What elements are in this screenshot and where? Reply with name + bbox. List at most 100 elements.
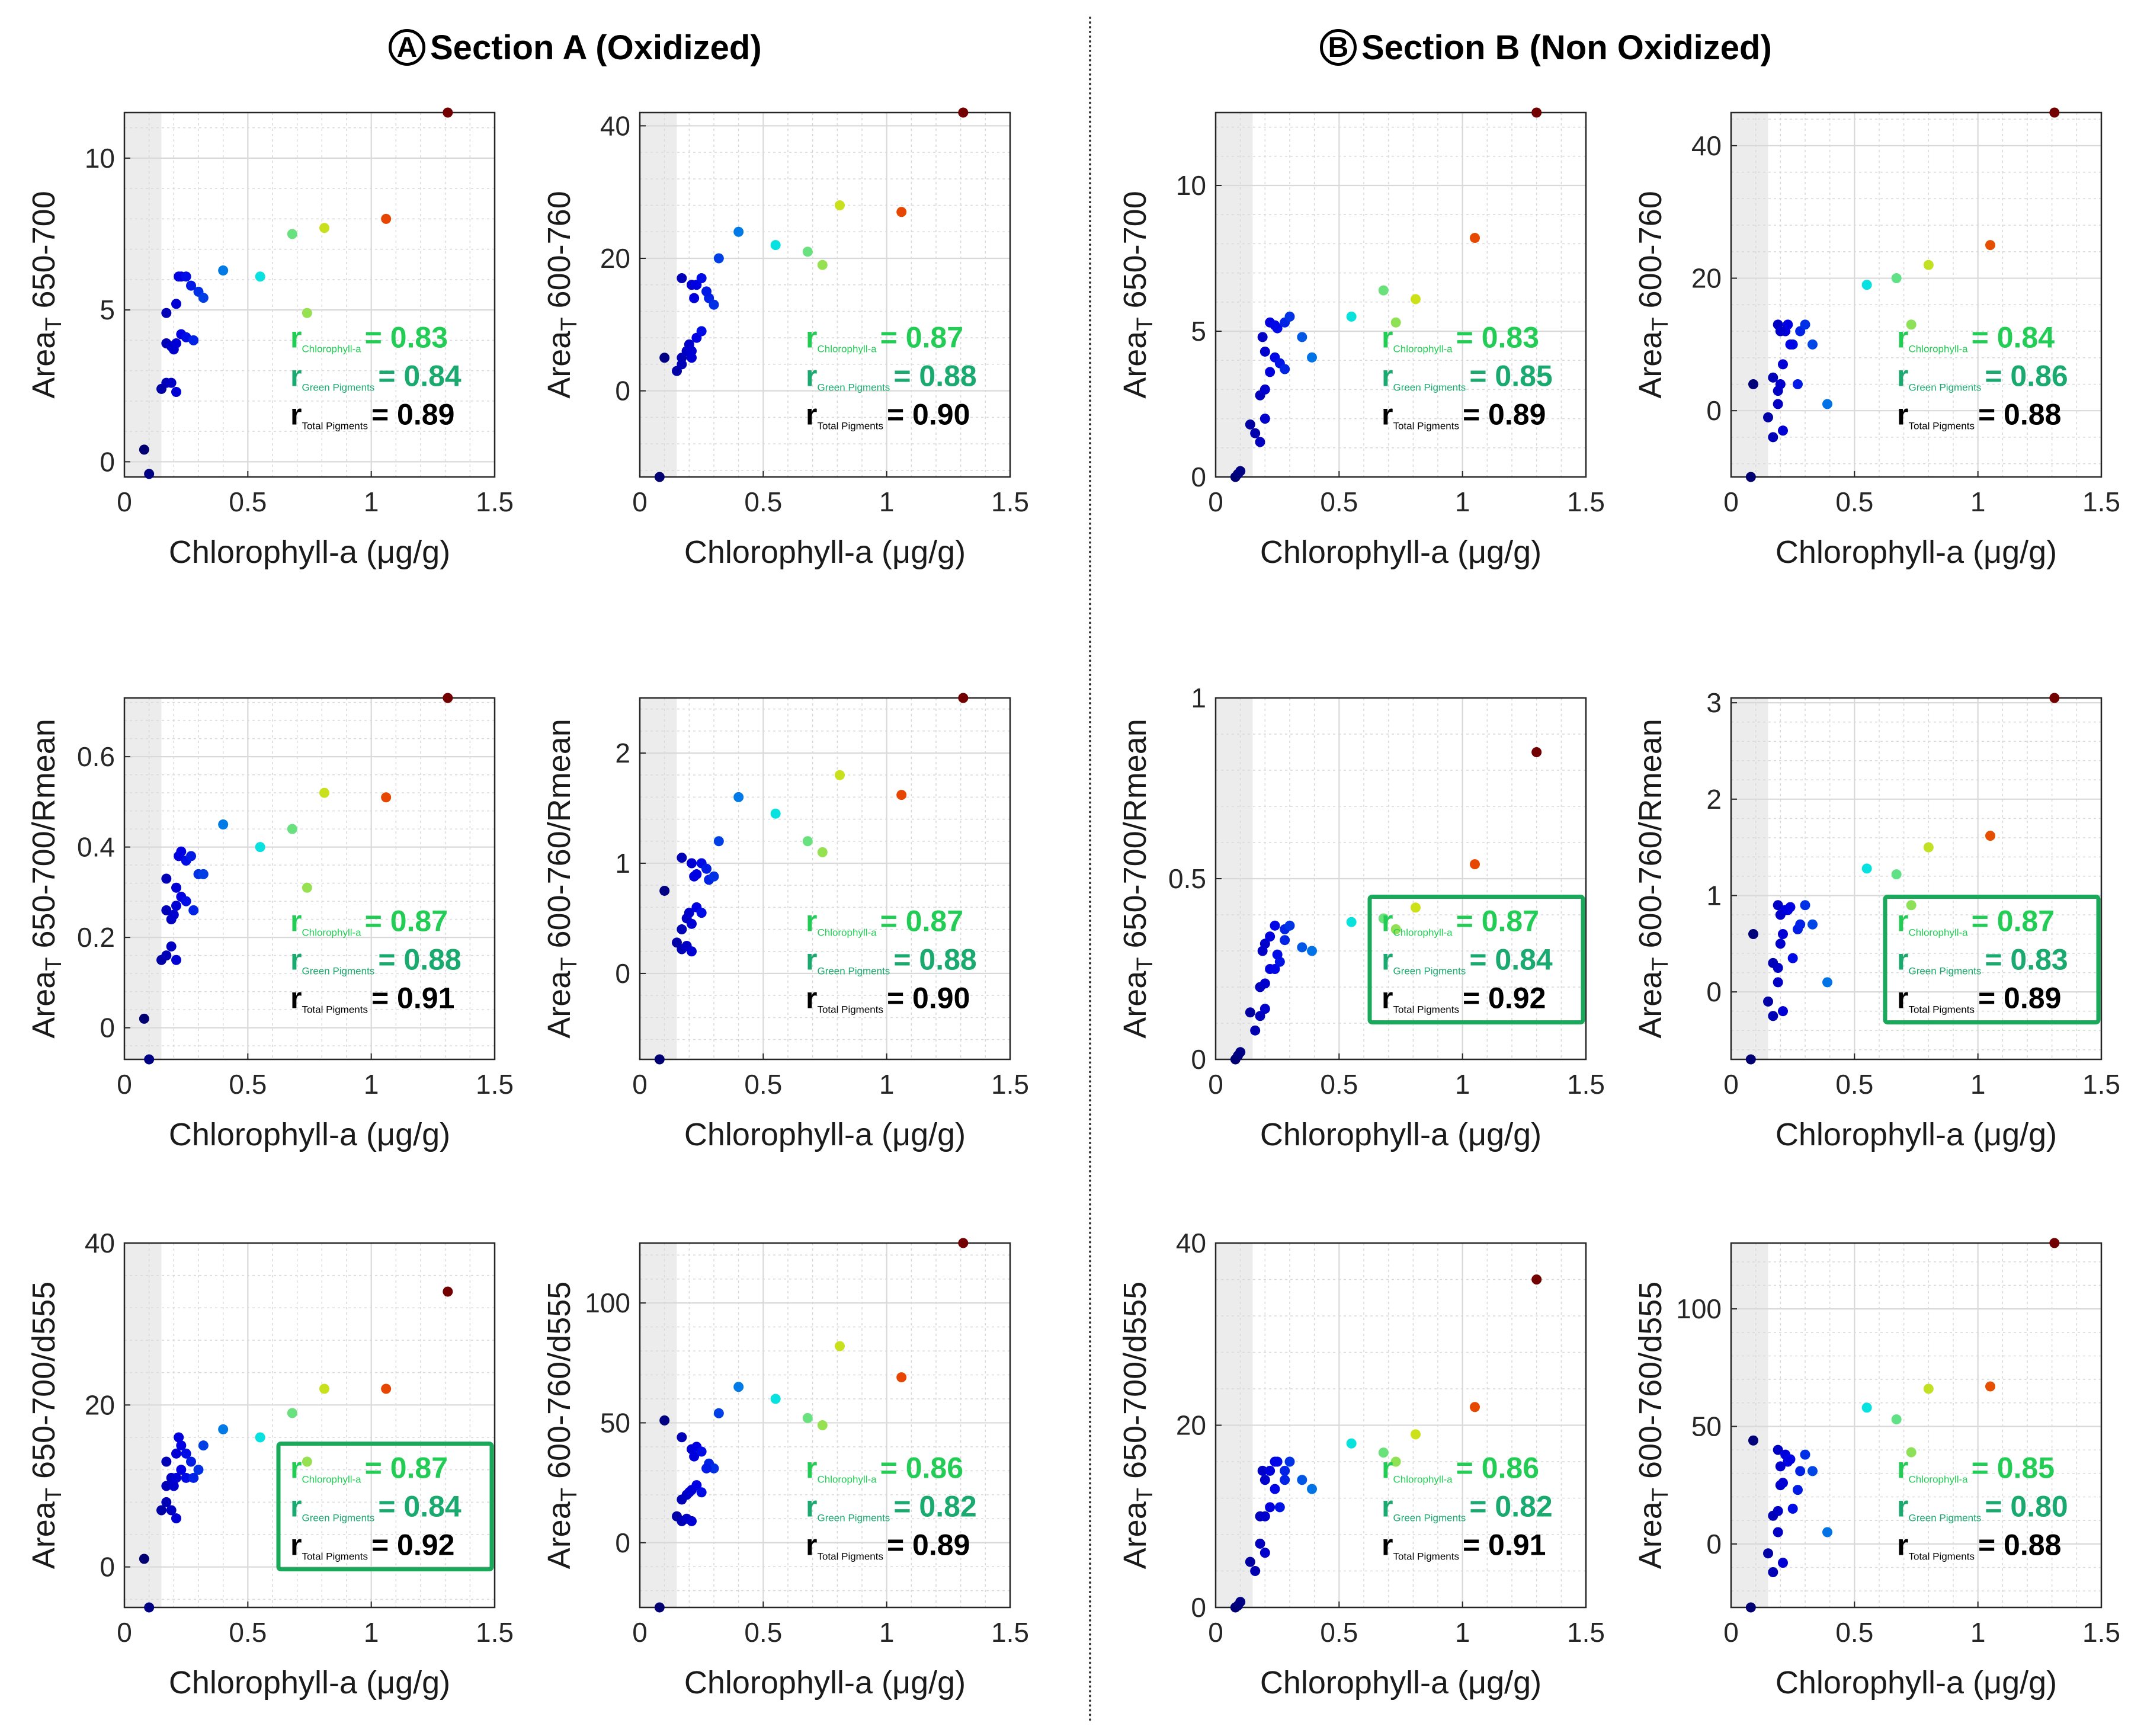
data-point <box>1378 913 1389 924</box>
r-value: = 0.86 <box>1456 1452 1539 1485</box>
r-symbol: r <box>806 981 817 1014</box>
x-axis-label: Chlorophyll-a (μg/g) <box>169 534 450 570</box>
r-value: = 0.85 <box>1469 360 1552 393</box>
data-point <box>1808 339 1818 350</box>
r-total-pigments: rTotal Pigments = 0.89 <box>1382 398 1546 432</box>
r-green-pigments: rGreen Pigments = 0.88 <box>290 943 462 976</box>
r-chlorophyll: rChlorophyll-a = 0.87 <box>1382 904 1539 938</box>
data-point <box>1260 384 1270 395</box>
x-tick-label: 1.5 <box>1567 1617 1605 1648</box>
data-point <box>161 308 172 318</box>
r-green-pigments: rGreen Pigments = 0.84 <box>290 360 462 393</box>
data-point <box>443 107 453 118</box>
data-point <box>1411 902 1421 913</box>
x-tick-label: 0 <box>1208 486 1223 517</box>
data-point <box>1808 1466 1818 1476</box>
data-point <box>176 1440 187 1451</box>
y-label-main: Area <box>26 331 62 399</box>
data-point <box>218 265 229 276</box>
data-point <box>689 1451 700 1462</box>
r-chlorophyll: rChlorophyll-a = 0.86 <box>806 1452 963 1485</box>
section-b-title: Section B (Non Oxidized) <box>1361 28 1772 67</box>
r-symbol: r <box>1897 1452 1908 1485</box>
r-green-pigments: rGreen Pigments = 0.82 <box>1382 1490 1553 1524</box>
y-label-main: Area <box>1633 331 1668 399</box>
y-tick-label: 0 <box>1191 1592 1206 1623</box>
x-tick-label: 0.5 <box>1320 486 1358 517</box>
data-point <box>1272 949 1283 960</box>
r-symbol: r <box>1382 1490 1393 1523</box>
x-axis-label: Chlorophyll-a (μg/g) <box>684 1665 966 1700</box>
data-point <box>1250 1025 1261 1036</box>
data-point <box>713 836 724 847</box>
y-tick-label: 0 <box>615 376 630 406</box>
y-tick-label: 0 <box>1706 976 1722 1007</box>
data-point <box>443 693 453 703</box>
r-subscript: Total Pigments <box>302 1004 368 1015</box>
y-label-subscript: T <box>1648 317 1673 331</box>
r-value: = 0.86 <box>1985 360 2068 393</box>
shaded-region <box>1216 113 1253 477</box>
data-point <box>733 226 744 237</box>
data-point <box>319 787 329 798</box>
x-tick-label: 1.5 <box>1567 486 1605 517</box>
y-label-subscript: T <box>557 1488 582 1501</box>
data-point <box>1822 1527 1832 1538</box>
data-point <box>1284 1456 1295 1467</box>
data-point <box>287 229 297 239</box>
data-point <box>1270 1456 1280 1467</box>
chart-panel-B22: 0 0.5 1 1.5 0 1 2 3 Chlorophyll-a (μg/g) AreaT 60… <box>1633 687 2120 1152</box>
data-point <box>687 858 697 869</box>
data-point <box>1861 280 1872 290</box>
r-value: = 0.82 <box>893 1490 976 1523</box>
r-value: = 0.87 <box>880 904 963 937</box>
y-tick-label: 10 <box>1176 170 1206 201</box>
data-point <box>1297 942 1307 953</box>
shaded-region <box>640 698 677 1059</box>
data-point <box>181 271 191 282</box>
r-value: = 0.88 <box>893 360 976 393</box>
data-point <box>381 213 392 224</box>
data-point <box>2049 1238 2060 1248</box>
data-point <box>709 299 719 310</box>
x-tick-label: 0.5 <box>1320 1617 1358 1648</box>
axes-box <box>639 1242 1011 1609</box>
r-value: = 0.85 <box>1972 1452 2055 1485</box>
data-point <box>817 847 828 857</box>
x-tick-label: 1 <box>1455 1617 1470 1648</box>
r-green-pigments: rGreen Pigments = 0.84 <box>1382 943 1553 976</box>
x-tick-label: 1 <box>1970 1617 1986 1648</box>
r-value: = 0.92 <box>1463 981 1546 1014</box>
data-point <box>1470 233 1480 244</box>
data-point <box>1270 1484 1280 1494</box>
r-value: = 0.87 <box>365 904 448 937</box>
chart-panel-B32: 0 0.5 1 1.5 0 50 100 Chlorophyll-a (μg/g) AreaT … <box>1633 1238 2120 1700</box>
r-total-pigments: rTotal Pigments = 0.92 <box>1382 981 1546 1015</box>
data-point <box>659 353 670 363</box>
r-value: = 0.83 <box>1456 321 1539 354</box>
data-point <box>176 846 187 857</box>
y-label-subscript: T <box>1133 957 1158 971</box>
r-symbol: r <box>806 321 817 354</box>
r-value: = 0.83 <box>365 321 448 354</box>
data-point <box>1260 1004 1270 1014</box>
data-point <box>684 908 694 918</box>
chart-panel-A32: 0 0.5 1 1.5 0 50 100 Chlorophyll-a (μg/g) AreaT … <box>541 1238 1029 1700</box>
r-subscript: Chlorophyll-a <box>302 1474 361 1485</box>
r-symbol: r <box>1897 943 1908 976</box>
x-tick-label: 0.5 <box>1835 1069 1873 1100</box>
shaded-region <box>640 113 677 477</box>
x-tick-label: 1.5 <box>2082 1069 2120 1100</box>
x-tick-label: 1.5 <box>991 1617 1029 1648</box>
data-point <box>677 1432 687 1443</box>
data-point <box>687 346 697 357</box>
data-point <box>733 1382 744 1392</box>
data-point <box>139 444 149 455</box>
data-point <box>1390 1456 1401 1467</box>
r-subscript: Chlorophyll-a <box>817 344 877 355</box>
r-subscript: Total Pigments <box>1393 1551 1459 1562</box>
data-point <box>1745 1602 1756 1613</box>
data-point <box>1257 332 1268 342</box>
data-point <box>835 1341 845 1351</box>
